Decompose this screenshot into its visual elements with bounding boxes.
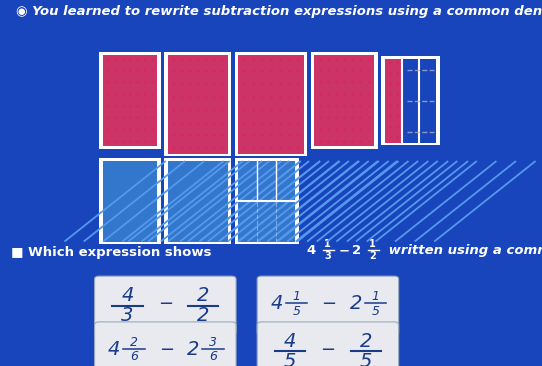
Text: 2: 2 [360, 332, 372, 351]
Text: 2: 2 [369, 251, 376, 261]
Text: 2: 2 [350, 294, 362, 313]
Text: 5: 5 [284, 352, 296, 366]
Text: 4: 4 [108, 340, 120, 359]
Text: written using a common denominator?: written using a common denominator? [384, 244, 542, 257]
Text: 3: 3 [209, 336, 217, 349]
Text: 2: 2 [197, 286, 209, 305]
Bar [103, 55, 157, 146]
Text: 2: 2 [130, 336, 138, 349]
Bar [99, 158, 161, 244]
Text: 4: 4 [121, 286, 133, 305]
Bar [402, 59, 436, 143]
Bar [168, 161, 228, 242]
Text: −: − [158, 295, 173, 313]
Text: 1: 1 [372, 290, 379, 303]
FancyBboxPatch shape [94, 322, 236, 366]
Bar [164, 52, 231, 156]
FancyBboxPatch shape [94, 276, 236, 335]
FancyBboxPatch shape [257, 322, 399, 366]
Text: 2: 2 [188, 340, 199, 359]
Text: 5: 5 [293, 305, 300, 318]
Text: 4: 4 [270, 294, 282, 313]
Text: 2: 2 [197, 306, 209, 325]
FancyBboxPatch shape [257, 276, 399, 335]
Bar [235, 52, 307, 156]
Bar [238, 55, 304, 154]
Text: 4: 4 [284, 332, 296, 351]
Text: −: − [320, 340, 335, 359]
Bar [314, 55, 374, 146]
Text: −: − [339, 244, 350, 257]
Text: −: − [321, 295, 337, 313]
Text: 6: 6 [130, 350, 138, 363]
Text: 5: 5 [372, 305, 379, 318]
Text: −: − [159, 340, 174, 359]
Bar [99, 52, 161, 149]
Text: 1: 1 [293, 290, 300, 303]
Text: ■ Which expression shows: ■ Which expression shows [11, 246, 216, 259]
Text: 1: 1 [369, 239, 376, 250]
Text: ◉ You learned to rewrite subtraction expressions using a common denominator.: ◉ You learned to rewrite subtraction exp… [16, 5, 542, 19]
Text: 6: 6 [209, 350, 217, 363]
Text: 5: 5 [360, 352, 372, 366]
Bar [168, 55, 228, 154]
Bar [385, 59, 436, 143]
Bar [103, 161, 157, 242]
Bar [311, 52, 378, 149]
Text: 1: 1 [324, 239, 331, 250]
Bar [238, 161, 295, 242]
Bar [235, 158, 299, 244]
Text: 3: 3 [121, 306, 133, 325]
Bar [164, 158, 231, 244]
Text: 2: 2 [352, 244, 362, 257]
Bar [381, 56, 440, 145]
Text: 3: 3 [324, 251, 331, 261]
Text: 4: 4 [306, 244, 315, 257]
